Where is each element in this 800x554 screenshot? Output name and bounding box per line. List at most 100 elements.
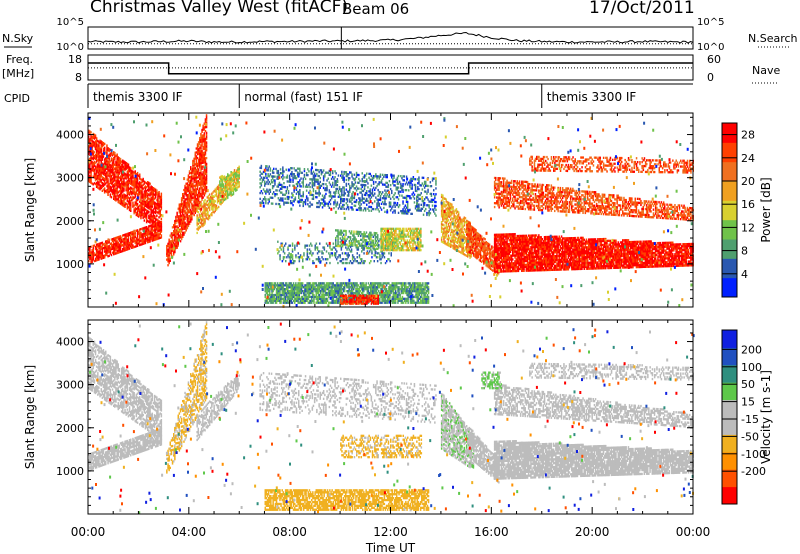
data-cell — [316, 173, 318, 175]
data-cell — [343, 190, 345, 192]
power-cells — [88, 114, 694, 308]
data-cell — [107, 194, 109, 196]
data-cell — [145, 242, 147, 244]
data-cell — [287, 248, 289, 250]
data-cell — [410, 197, 412, 199]
data-cell — [233, 193, 235, 195]
data-cell — [352, 244, 354, 246]
data-cell — [345, 192, 347, 194]
data-cell — [306, 172, 308, 174]
data-cell — [404, 179, 406, 181]
data-cell — [259, 198, 261, 200]
data-cell — [263, 188, 265, 190]
data-cell — [204, 222, 206, 224]
data-cell — [204, 199, 206, 201]
data-cell — [345, 252, 347, 254]
data-cell — [380, 191, 382, 193]
data-cell — [106, 144, 108, 146]
data-cell — [269, 290, 271, 292]
data-cell — [272, 203, 274, 205]
data-cell — [356, 172, 358, 174]
data-cell — [356, 199, 358, 201]
data-cell — [198, 211, 200, 213]
data-cell — [211, 214, 213, 216]
data-cell — [426, 196, 428, 198]
data-cell — [130, 167, 132, 169]
data-cell — [130, 206, 132, 208]
data-cell — [418, 180, 420, 182]
data-cell — [184, 218, 186, 220]
data-cell — [218, 206, 220, 208]
data-cell — [305, 178, 307, 180]
data-cell — [290, 181, 292, 183]
data-cell — [373, 240, 375, 242]
data-cell — [424, 202, 426, 204]
data-cell — [303, 195, 305, 197]
data-cell — [435, 187, 437, 189]
data-cell — [161, 236, 163, 238]
data-cell — [337, 184, 339, 186]
data-cell — [295, 175, 297, 177]
data-cell — [421, 204, 423, 206]
data-cell — [371, 206, 373, 208]
data-cell — [270, 167, 272, 169]
data-cell — [330, 193, 332, 195]
data-cell — [330, 184, 332, 186]
data-cell — [360, 207, 362, 209]
data-cell — [362, 172, 364, 174]
data-cell — [370, 188, 372, 190]
data-cell — [264, 196, 266, 198]
data-cell — [427, 185, 429, 187]
data-cell — [328, 252, 330, 254]
data-cell — [225, 186, 227, 188]
data-cell — [380, 174, 382, 176]
data-cell — [201, 168, 203, 170]
data-cell — [306, 190, 308, 192]
data-cell — [116, 154, 118, 156]
data-cell — [421, 192, 423, 194]
data-cell — [326, 243, 328, 245]
data-cell — [293, 173, 295, 175]
data-cell — [137, 172, 139, 174]
data-cell — [341, 192, 343, 194]
data-cell — [427, 189, 429, 191]
data-cell — [137, 245, 139, 247]
data-cell — [406, 181, 408, 183]
data-cell — [276, 189, 278, 191]
data-cell — [435, 205, 437, 207]
data-cell — [300, 185, 302, 187]
data-cell — [368, 210, 370, 212]
data-cell — [329, 262, 331, 264]
data-cell — [309, 258, 311, 260]
nave-label: Nave — [752, 64, 780, 77]
data-cell — [371, 234, 373, 236]
data-cell — [156, 215, 158, 217]
data-cell — [324, 201, 326, 203]
data-cell — [335, 243, 337, 245]
data-cell — [216, 193, 218, 195]
data-cell — [360, 203, 362, 205]
data-cell — [196, 159, 198, 161]
data-cell — [374, 260, 376, 262]
data-cell — [399, 194, 401, 196]
data-cell — [435, 215, 437, 217]
data-cell — [402, 202, 404, 204]
data-cell — [397, 179, 399, 181]
data-cell — [285, 243, 287, 245]
data-cell — [272, 197, 274, 199]
data-cell — [375, 181, 377, 183]
data-cell — [265, 200, 267, 202]
data-cell — [401, 195, 403, 197]
data-cell — [185, 229, 187, 231]
data-cell — [377, 256, 379, 258]
data-cell — [387, 193, 389, 195]
data-cell — [128, 164, 130, 166]
data-cell — [174, 251, 176, 253]
data-cell — [329, 254, 331, 256]
data-cell — [399, 204, 401, 206]
data-cell — [309, 186, 311, 188]
data-cell — [361, 258, 363, 260]
data-cell — [238, 168, 240, 170]
data-cell — [275, 203, 277, 205]
data-cell — [343, 208, 345, 210]
